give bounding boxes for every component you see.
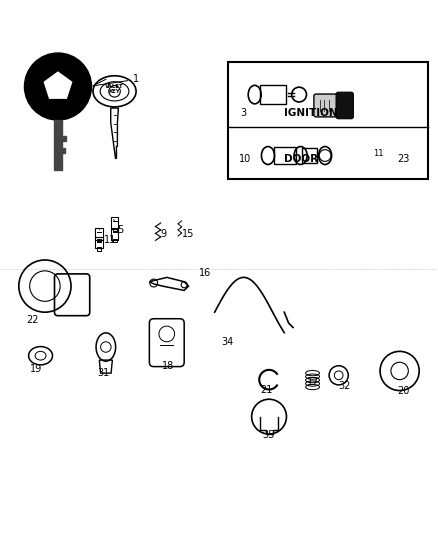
Bar [95,237,103,248]
Text: 11: 11 [374,149,384,158]
Polygon shape [44,72,72,98]
Text: VALET
KEY: VALET KEY [105,84,124,94]
Text: 10: 10 [239,154,251,164]
Text: 3: 3 [241,108,247,118]
FancyBboxPatch shape [336,92,353,119]
Text: DOOR: DOOR [284,154,318,164]
Bar [95,228,103,240]
Circle shape [25,53,92,120]
Text: 19: 19 [30,364,42,374]
Bar [260,85,286,104]
Text: 20: 20 [397,385,410,395]
Text: 18: 18 [162,361,174,371]
Text: IGNITION: IGNITION [284,108,338,118]
Text: 1: 1 [95,75,139,85]
FancyBboxPatch shape [314,94,342,117]
Polygon shape [54,120,62,171]
Text: 22: 22 [27,315,39,325]
Bar [113,239,117,242]
Bar [62,148,65,152]
Text: 35: 35 [262,431,275,440]
Text: 11: 11 [99,230,116,245]
Bar [62,136,66,141]
Text: 21: 21 [260,385,273,395]
Text: 17: 17 [307,377,320,387]
Bar [228,62,428,180]
Text: 23: 23 [397,154,410,164]
Bar [275,147,296,164]
Text: 16: 16 [199,268,212,278]
Text: 31: 31 [97,368,110,378]
Text: 15: 15 [182,229,194,239]
Text: 32: 32 [339,381,351,391]
Text: 9: 9 [160,229,166,239]
Bar [113,228,117,231]
Bar [97,247,101,251]
Text: 5: 5 [114,220,123,235]
Text: 34: 34 [221,337,233,347]
Bar [97,239,101,242]
Bar [111,228,118,240]
Bar [111,217,118,229]
Bar [302,148,317,163]
